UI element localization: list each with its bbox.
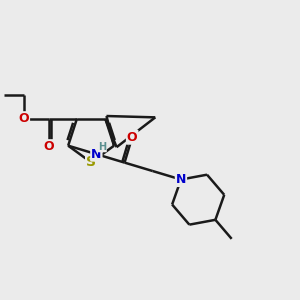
- Text: N: N: [91, 148, 101, 160]
- Text: S: S: [86, 155, 96, 170]
- Text: O: O: [44, 140, 54, 153]
- Text: N: N: [176, 173, 186, 186]
- Text: O: O: [19, 112, 29, 125]
- Text: O: O: [127, 131, 137, 144]
- Text: H: H: [98, 142, 106, 152]
